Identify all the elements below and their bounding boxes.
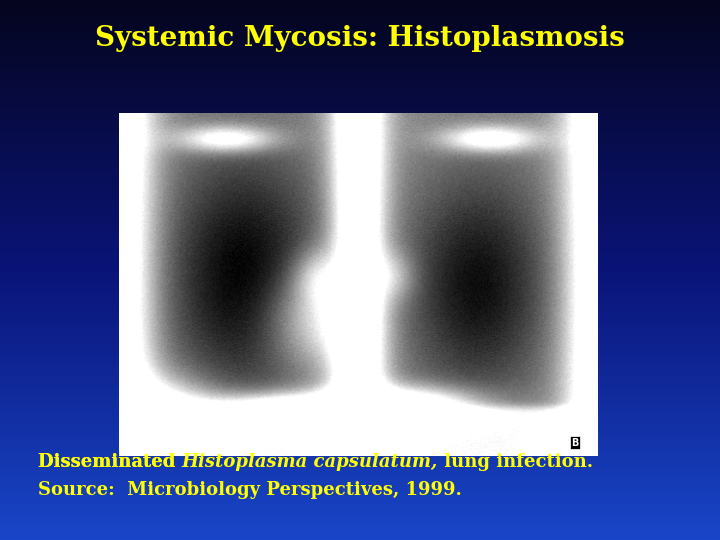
Text: Systemic Mycosis: Histoplasmosis: Systemic Mycosis: Histoplasmosis — [95, 25, 625, 52]
Text: lung infection.: lung infection. — [438, 453, 593, 471]
Text: Source:  Microbiology Perspectives, 1999.: Source: Microbiology Perspectives, 1999. — [38, 481, 462, 499]
Text: Disseminated: Disseminated — [38, 453, 181, 471]
Text: B: B — [571, 438, 578, 448]
Text: Disseminated: Disseminated — [38, 453, 181, 471]
Text: Histoplasma capsulatum,: Histoplasma capsulatum, — [181, 453, 438, 471]
